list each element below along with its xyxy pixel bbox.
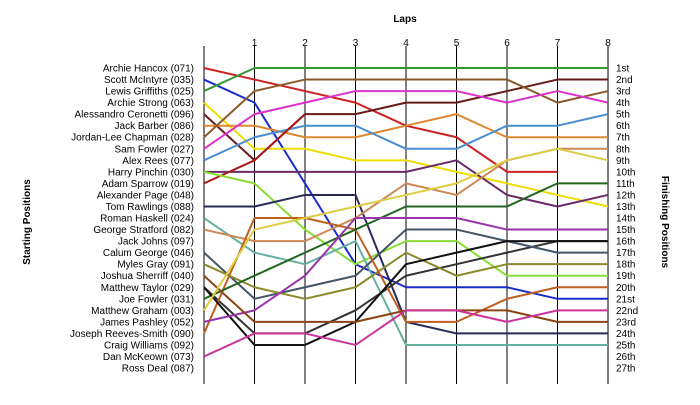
series-line-22 <box>203 217 608 323</box>
series-line-20 <box>203 182 608 300</box>
series-line-19 <box>203 217 608 334</box>
finish-label-4: 4th <box>616 98 630 109</box>
series-line-18 <box>203 251 608 300</box>
series-line-21 <box>203 240 608 346</box>
finish-label-3: 3rd <box>616 87 630 98</box>
series-line-10 <box>204 159 609 208</box>
start-label-9: Alex Rees (077) <box>122 156 194 167</box>
finish-label-27: 27th <box>616 364 635 375</box>
lap-tick-2: 2 <box>302 38 308 49</box>
start-label-22: Matthew Graham (003) <box>91 306 194 317</box>
finish-label-25: 25th <box>616 340 635 351</box>
start-label-15: George Stratford (082) <box>93 225 194 236</box>
start-label-4: Archie Strong (063) <box>107 98 194 109</box>
series-line-1 <box>203 67 558 173</box>
start-label-10: Harry Pinchin (030) <box>108 167 194 178</box>
finish-label-7: 7th <box>616 133 630 144</box>
series-line-6 <box>204 113 608 139</box>
finish-label-26: 26th <box>616 352 635 363</box>
series-line-12 <box>203 170 608 277</box>
lap-tick-4: 4 <box>403 38 409 49</box>
finish-label-21: 21st <box>616 294 635 305</box>
start-label-17: Calum George (046) <box>103 248 194 259</box>
start-label-27: Ross Deal (087) <box>122 364 194 375</box>
series-line-3 <box>203 67 608 92</box>
series-line-24 <box>203 309 608 358</box>
series-line-14 <box>203 217 608 346</box>
start-label-20: Matthew Taylor (029) <box>101 283 194 294</box>
start-label-11: Adam Sparrow (019) <box>102 179 194 190</box>
finish-label-13: 13th <box>616 202 635 213</box>
finish-label-17: 17th <box>616 248 635 259</box>
finish-label-19: 19th <box>616 271 635 282</box>
finish-label-1: 1st <box>616 64 630 75</box>
finish-label-20: 20th <box>616 283 635 294</box>
series-line-8 <box>203 90 609 150</box>
start-label-5: Alessandro Ceronetti (096) <box>74 110 194 121</box>
start-label-18: Myles Gray (091) <box>117 260 194 271</box>
start-label-13: Tom Rawlings (088) <box>106 202 194 213</box>
finish-label-14: 14th <box>616 214 635 225</box>
series-line-9 <box>203 113 609 162</box>
finish-label-12: 12th <box>616 190 635 201</box>
lap-tick-3: 3 <box>353 38 359 49</box>
lap-tick-labels: 1 2 3 4 5 6 7 8 <box>252 38 612 49</box>
lap-tick-7: 7 <box>555 38 561 49</box>
series-line-25 <box>203 147 609 311</box>
start-label-12: Alexander Page (048) <box>97 190 194 201</box>
left-axis-title: Starting Positions <box>22 179 33 265</box>
lap-tick-8: 8 <box>605 38 611 49</box>
finish-label-15: 15th <box>616 225 635 236</box>
finish-label-8: 8th <box>616 144 630 155</box>
series-line-17 <box>203 228 608 300</box>
x-axis-title: Laps <box>393 14 417 25</box>
starting-position-labels: Archie Hancox (071)Scott McIntyre (035)L… <box>70 64 194 375</box>
finish-label-5: 5th <box>616 110 630 121</box>
start-label-25: Craig Williams (092) <box>104 340 194 351</box>
lap-tick-6: 6 <box>504 38 510 49</box>
lap-tick-1: 1 <box>252 38 258 49</box>
finish-label-24: 24th <box>616 329 635 340</box>
start-label-19: Joshua Sherriff (040) <box>101 271 194 282</box>
finish-label-11: 11th <box>616 179 635 190</box>
finish-label-2: 2nd <box>616 75 633 86</box>
finish-label-22: 22nd <box>616 306 638 317</box>
finishing-position-labels: 1st2nd3rd4th5th6th7th8th9th10th11th12th1… <box>616 64 638 375</box>
start-label-14: Roman Haskell (024) <box>100 214 194 225</box>
finish-label-23: 23rd <box>616 317 636 328</box>
start-label-3: Lewis Griffiths (025) <box>105 87 194 98</box>
start-label-16: Jack Johns (097) <box>118 237 194 248</box>
start-label-21: Joe Fowler (031) <box>119 294 194 305</box>
right-axis-title: Finishing Positions <box>659 176 670 269</box>
start-label-1: Archie Hancox (071) <box>103 64 194 75</box>
start-label-26: Dan McKeown (073) <box>103 352 194 363</box>
finish-label-10: 10th <box>616 167 635 178</box>
driver-lines <box>203 67 609 358</box>
start-label-8: Sam Fowler (027) <box>115 144 194 155</box>
finish-label-9: 9th <box>616 156 630 167</box>
lap-tick-5: 5 <box>454 38 460 49</box>
start-label-23: James Pashley (052) <box>100 317 194 328</box>
finish-label-16: 16th <box>616 237 635 248</box>
start-label-2: Scott McIntyre (035) <box>104 75 194 86</box>
start-label-24: Joseph Reeves-Smith (090) <box>70 329 194 340</box>
finish-label-6: 6th <box>616 121 630 132</box>
finish-label-18: 18th <box>616 260 635 271</box>
start-label-7: Jordan-Lee Chapman (028) <box>71 133 194 144</box>
start-label-6: Jack Barber (086) <box>115 121 194 132</box>
